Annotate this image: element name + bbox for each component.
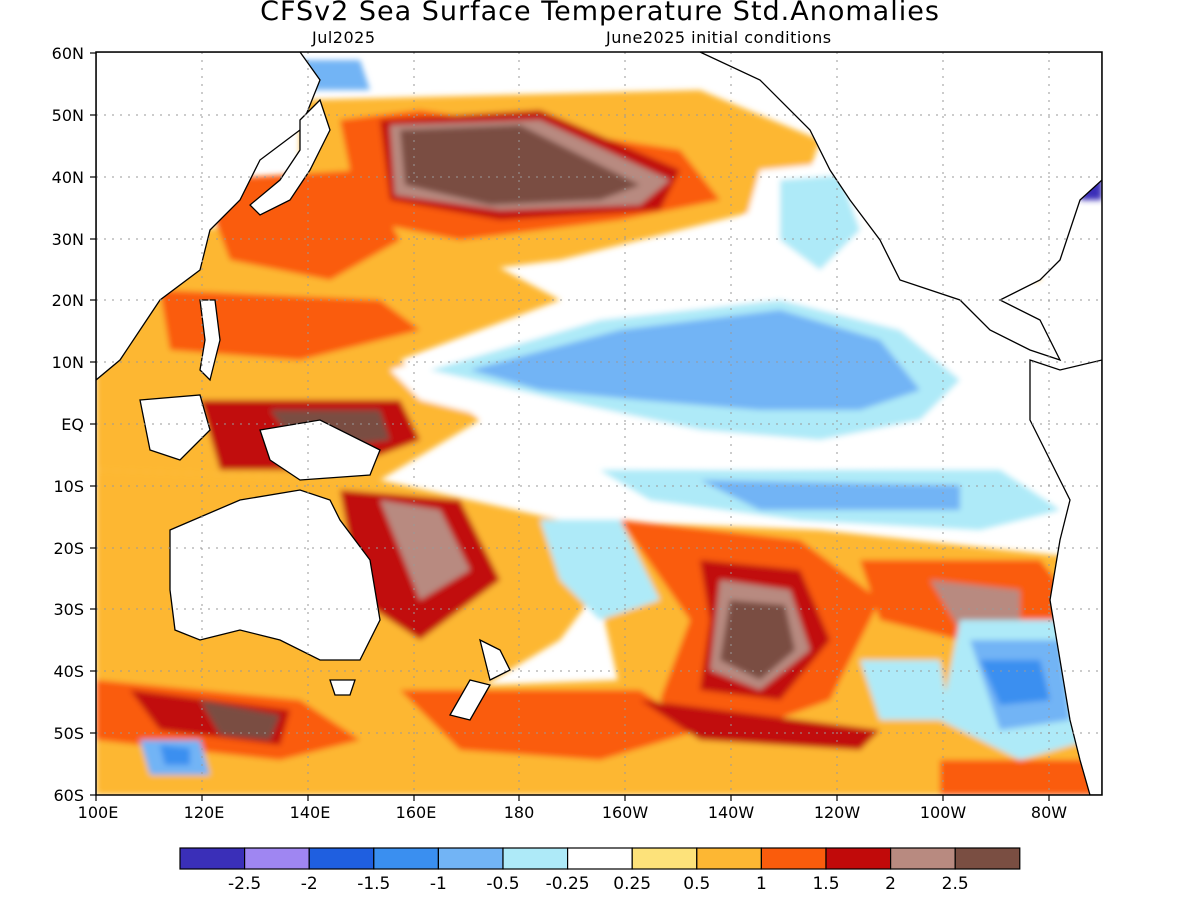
lat-tick-label: 50N (52, 106, 84, 125)
colorbar-label: 2 (885, 874, 896, 894)
colorbar-label: -0.25 (546, 874, 590, 894)
lat-tick-label: 30S (53, 600, 84, 619)
lat-tick-label: 10N (52, 353, 84, 372)
lat-tick-label: EQ (61, 415, 84, 434)
lon-tick-label: 120W (814, 803, 861, 822)
colorbar-swatch (631, 847, 698, 870)
colorbar-label: 2.5 (942, 874, 969, 894)
lon-tick-label: 160E (396, 803, 437, 822)
colorbar-label: 0.5 (683, 874, 710, 894)
lon-tick-label: 100E (78, 803, 119, 822)
lon-tick-label: 140E (290, 803, 331, 822)
colorbar (179, 847, 1021, 870)
colorbar-label: 1 (756, 874, 767, 894)
lat-tick-label: 50S (53, 724, 84, 743)
colorbar-swatch (954, 847, 1021, 870)
lon-tick-label: 80W (1031, 803, 1067, 822)
colorbar-swatch (825, 847, 892, 870)
colorbar-label: 1.5 (812, 874, 839, 894)
colorbar-labels: -2.5 -2 -1.5 -1 -0.5 -0.25 0.25 0.5 1 1.… (228, 874, 969, 894)
lat-tick-label: 20S (53, 539, 84, 558)
latitude-labels: 60N 50N 40N 30N 20N 10N EQ 10S 20S 30S 4… (52, 44, 84, 805)
colorbar-label: -1 (430, 874, 447, 894)
colorbar-swatch (889, 847, 956, 870)
colorbar-swatch (179, 847, 246, 870)
lon-tick-label: 100W (920, 803, 967, 822)
colorbar-swatch (502, 847, 569, 870)
initial-conditions: June2025 initial conditions (606, 28, 832, 47)
lat-tick-label: 40N (52, 168, 84, 187)
lat-tick-label: 10S (53, 477, 84, 496)
colorbar-swatch (696, 847, 762, 870)
colorbar-label: -1.5 (357, 874, 390, 894)
colorbar-swatch (566, 847, 633, 870)
lat-tick-label: 40S (53, 662, 84, 681)
lon-tick-label: 140W (708, 803, 755, 822)
colorbar-swatch (308, 847, 375, 870)
colorbar-swatch (373, 847, 439, 870)
lat-tick-label: 20N (52, 291, 84, 310)
lon-tick-label: 160W (602, 803, 649, 822)
longitude-labels: 100E 120E 140E 160E 180 160W 140W 120W 1… (78, 803, 1068, 822)
colorbar-label: -2.5 (228, 874, 261, 894)
colorbar-label: -2 (301, 874, 318, 894)
forecast-month: Jul2025 (312, 28, 376, 47)
colorbar-swatch (244, 847, 310, 870)
colorbar-label: -0.5 (486, 874, 519, 894)
map-title: CFSv2 Sea Surface Temperature Std.Anomal… (260, 0, 940, 27)
lat-tick-label: 60N (52, 44, 84, 63)
colorbar-swatch (437, 847, 504, 870)
land-masses (96, 52, 1102, 795)
lon-tick-label: 120E (184, 803, 225, 822)
tick-marks (90, 52, 1050, 801)
colorbar-label: 0.25 (613, 874, 651, 894)
colorbar-swatch (760, 847, 827, 870)
lon-tick-label: 180 (504, 803, 535, 822)
lat-tick-label: 60S (53, 786, 84, 805)
lat-tick-label: 30N (52, 230, 84, 249)
anomaly-field (96, 52, 1102, 795)
